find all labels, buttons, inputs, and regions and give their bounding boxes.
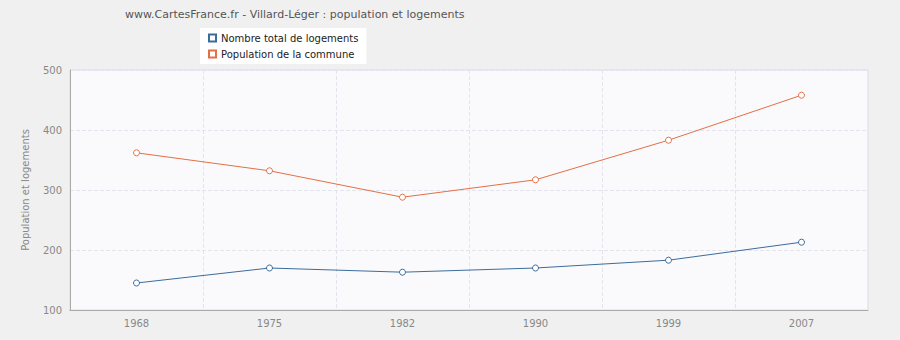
svg-text:1999: 1999: [656, 318, 681, 329]
svg-text:Population et logements: Population et logements: [20, 129, 31, 251]
svg-text:1975: 1975: [257, 318, 282, 329]
svg-text:500: 500: [43, 65, 62, 76]
svg-text:400: 400: [43, 125, 62, 136]
svg-text:1968: 1968: [124, 318, 149, 329]
svg-text:200: 200: [43, 245, 62, 256]
svg-text:1982: 1982: [390, 318, 415, 329]
svg-text:300: 300: [43, 185, 62, 196]
svg-text:www.CartesFrance.fr - Villard-: www.CartesFrance.fr - Villard-Léger : po…: [125, 8, 465, 21]
svg-text:Nombre total de logements: Nombre total de logements: [221, 33, 358, 44]
svg-text:1990: 1990: [523, 318, 548, 329]
svg-text:Population de la commune: Population de la commune: [221, 49, 354, 60]
svg-text:2007: 2007: [789, 318, 814, 329]
svg-text:100: 100: [43, 305, 62, 316]
